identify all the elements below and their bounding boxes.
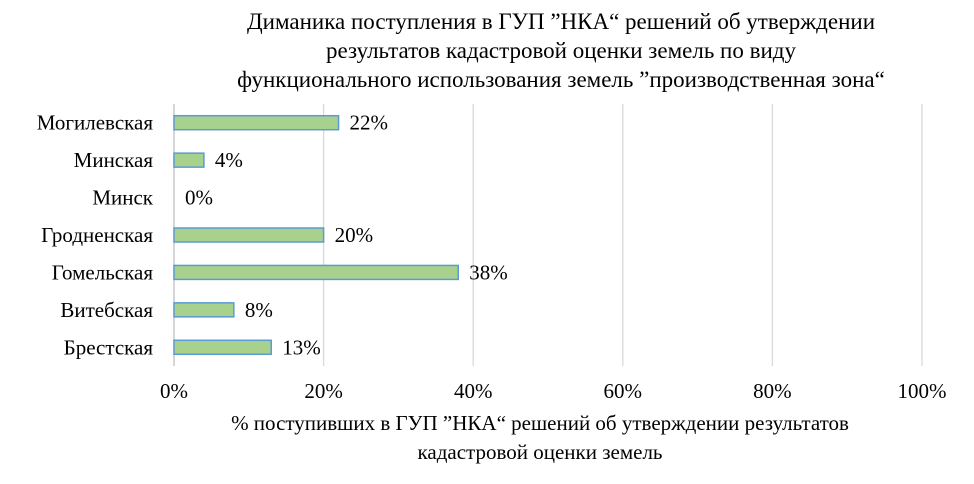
data-labels: 22% 4%0% 20% 38% 8% 13% xyxy=(185,111,508,360)
bar-3 xyxy=(173,227,325,243)
category-labels: Могилевская Минская Минск Гродненская Гомель… xyxy=(37,111,154,360)
category-label-4: Гомельская xyxy=(52,260,154,284)
category-label-5: Витебская xyxy=(60,298,153,322)
x-tick-label-5: 100% xyxy=(898,379,947,403)
data-label-2: 0% xyxy=(185,186,213,210)
category-label-0: Могилевская xyxy=(37,111,154,135)
bar-5 xyxy=(173,302,235,318)
category-label-6: Брестская xyxy=(64,335,154,359)
data-label-6: 13% xyxy=(282,335,321,359)
data-label-1: 4% xyxy=(215,148,243,172)
category-label-2: Минск xyxy=(92,186,153,210)
x-tick-label-1: 20% xyxy=(304,379,343,403)
bar-4 xyxy=(173,264,459,281)
bar-1 xyxy=(173,152,205,168)
x-axis-title-line-2: кадастровой оценки земель xyxy=(418,440,663,464)
bar-6 xyxy=(173,339,272,356)
x-tick-labels: 0% 20% 40% 60% 80% 100% xyxy=(160,379,947,403)
bar-0 xyxy=(173,114,340,131)
chart-title-line-2: результатов кадастровой оценки земель по… xyxy=(326,38,796,63)
data-label-3: 20% xyxy=(335,223,374,247)
x-tick-label-3: 60% xyxy=(604,379,643,403)
x-tick-label-4: 80% xyxy=(753,379,792,403)
category-label-3: Гродненская xyxy=(41,223,153,247)
bars xyxy=(173,114,459,356)
x-tick-label-0: 0% xyxy=(160,379,188,403)
x-tick-label-2: 40% xyxy=(454,379,493,403)
chart-title: Диманика поступления в ГУП ”НКА“ решений… xyxy=(237,9,885,92)
x-axis-title: % поступивших в ГУП ”НКА“ решений об утв… xyxy=(231,411,849,464)
category-label-1: Минская xyxy=(74,148,154,172)
data-label-0: 22% xyxy=(350,111,389,135)
data-label-5: 8% xyxy=(245,298,273,322)
chart-title-line-1: Диманика поступления в ГУП ”НКА“ решений… xyxy=(247,9,875,34)
chart-title-line-3: функционального использования земель ”пр… xyxy=(237,67,885,92)
data-label-4: 38% xyxy=(469,260,508,284)
x-axis-title-line-1: % поступивших в ГУП ”НКА“ решений об утв… xyxy=(231,411,849,435)
